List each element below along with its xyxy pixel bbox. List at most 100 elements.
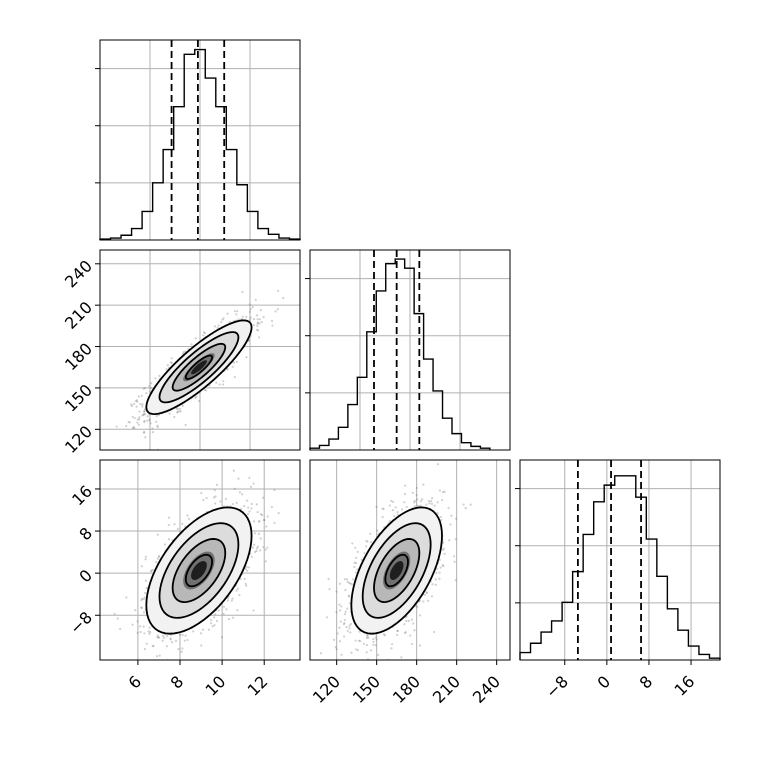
scatter-point bbox=[236, 587, 240, 590]
scatter-point bbox=[140, 599, 143, 602]
scatter-point bbox=[314, 671, 316, 673]
scatter-point bbox=[443, 552, 446, 555]
scatter-point bbox=[151, 645, 154, 648]
scatter-point bbox=[232, 469, 235, 472]
x-tick-label: 16 bbox=[671, 672, 699, 700]
scatter-point bbox=[138, 410, 141, 413]
scatter-point bbox=[143, 410, 146, 413]
scatter-point bbox=[338, 626, 341, 629]
scatter-point bbox=[202, 331, 206, 334]
scatter-point bbox=[256, 318, 259, 321]
scatter-point bbox=[140, 565, 143, 568]
histogram-steps bbox=[99, 48, 301, 240]
scatter-point bbox=[257, 329, 260, 332]
x-tick-label: 0 bbox=[594, 672, 615, 693]
scatter-point bbox=[256, 545, 259, 548]
scatter-point bbox=[142, 597, 145, 601]
scatter-point bbox=[150, 570, 153, 573]
scatter-point bbox=[427, 599, 430, 602]
scatter-point bbox=[148, 632, 151, 635]
scatter-point bbox=[464, 507, 467, 510]
scatter-point bbox=[338, 603, 341, 606]
scatter-point bbox=[241, 315, 244, 318]
scatter-point bbox=[226, 599, 229, 602]
y-tick-label: 120 bbox=[61, 422, 96, 457]
scatter-point bbox=[254, 298, 257, 301]
scatter-point bbox=[394, 506, 397, 509]
scatter-point bbox=[245, 499, 249, 502]
scatter-point bbox=[253, 550, 257, 554]
scatter-point bbox=[180, 650, 183, 653]
scatter-point bbox=[231, 502, 234, 506]
scatter-point bbox=[396, 513, 399, 516]
scatter-point bbox=[454, 517, 458, 520]
scatter-point bbox=[138, 418, 141, 421]
scatter-point bbox=[346, 607, 349, 610]
scatter-point bbox=[365, 545, 368, 548]
scatter-point bbox=[136, 631, 139, 634]
scatter-point bbox=[382, 507, 385, 511]
scatter-point bbox=[256, 324, 259, 327]
scatter-point bbox=[469, 503, 472, 506]
scatter-point bbox=[192, 630, 195, 633]
scatter-point bbox=[355, 556, 358, 559]
scatter-point bbox=[242, 504, 246, 508]
scatter-point bbox=[142, 431, 146, 434]
scatter-point bbox=[157, 555, 160, 559]
scatter-point bbox=[143, 632, 146, 635]
scatter-point bbox=[235, 360, 238, 363]
scatter-point bbox=[143, 430, 146, 434]
scatter-point bbox=[213, 616, 216, 619]
scatter-point bbox=[258, 322, 261, 325]
scatter-point bbox=[137, 423, 140, 426]
scatter-point bbox=[174, 639, 178, 642]
scatter-point bbox=[215, 381, 218, 384]
scatter-point bbox=[186, 514, 189, 517]
scatter-point bbox=[115, 425, 118, 428]
scatter-point bbox=[354, 546, 357, 549]
scatter-point bbox=[392, 500, 395, 503]
scatter-point bbox=[273, 488, 276, 492]
scatter-point bbox=[211, 625, 214, 628]
scatter-point bbox=[257, 532, 261, 536]
scatter-point bbox=[136, 400, 139, 403]
scatter-point bbox=[417, 504, 421, 508]
scatter-point bbox=[136, 418, 139, 421]
scatter-point bbox=[336, 632, 339, 635]
scatter-point bbox=[396, 511, 399, 514]
scatter-point bbox=[390, 647, 393, 650]
scatter-point bbox=[200, 491, 203, 495]
scatter-point bbox=[176, 410, 179, 414]
scatter-point bbox=[233, 376, 236, 379]
scatter-point bbox=[438, 571, 441, 574]
scatter-point bbox=[251, 305, 254, 309]
scatter-point bbox=[170, 361, 173, 364]
scatter-point bbox=[443, 490, 446, 493]
scatter-point bbox=[165, 368, 168, 371]
scatter-point bbox=[346, 580, 349, 583]
scatter-point bbox=[258, 520, 261, 523]
scatter-point bbox=[256, 314, 259, 317]
scatter-point bbox=[187, 517, 191, 520]
scatter-point bbox=[431, 583, 434, 586]
contour-line bbox=[184, 354, 214, 380]
y-tick-label: 150 bbox=[61, 381, 96, 416]
scatter-point bbox=[205, 496, 208, 500]
scatter-point bbox=[349, 622, 353, 626]
scatter-point bbox=[149, 631, 152, 634]
scatter-point bbox=[353, 561, 356, 564]
scatter-point bbox=[253, 543, 256, 546]
scatter-point bbox=[374, 644, 377, 647]
scatter-point bbox=[273, 521, 276, 524]
scatter-point bbox=[146, 415, 149, 418]
scatter-point bbox=[173, 523, 176, 526]
scatter-point bbox=[148, 419, 151, 422]
scatter-point bbox=[134, 608, 137, 612]
scatter-point bbox=[199, 632, 203, 635]
scatter-point bbox=[434, 578, 437, 581]
scatter-point bbox=[131, 426, 134, 430]
scatter-point bbox=[348, 624, 351, 627]
scatter-point bbox=[241, 290, 244, 294]
scatter-point bbox=[264, 560, 267, 563]
scatter-point bbox=[176, 407, 179, 410]
